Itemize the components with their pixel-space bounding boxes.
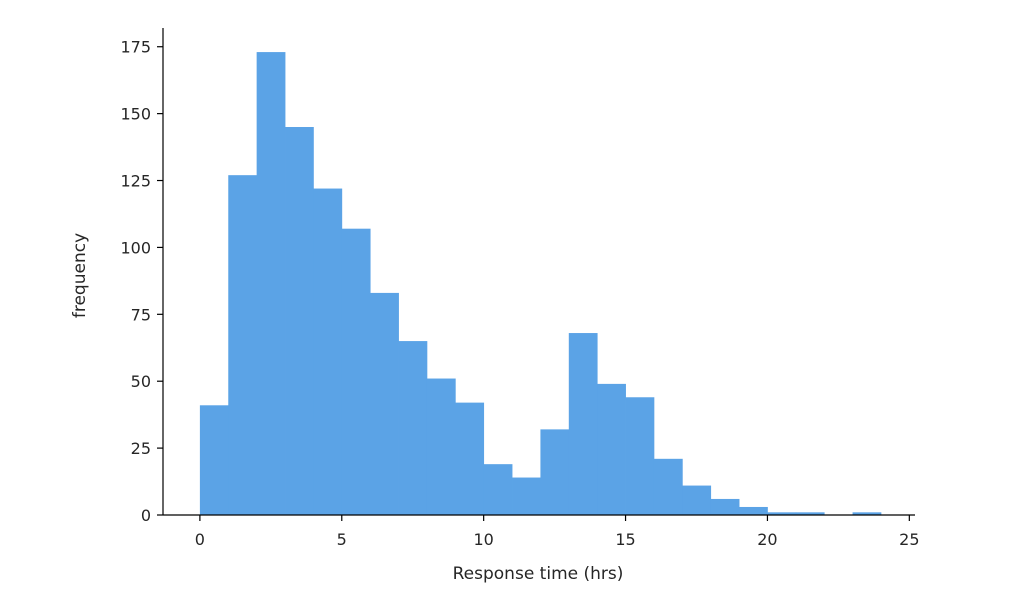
histogram-bar bbox=[710, 498, 740, 515]
histogram-bar bbox=[852, 512, 882, 515]
y-tick-label: 125 bbox=[120, 172, 151, 191]
bars-group bbox=[199, 52, 882, 516]
x-tick-label: 0 bbox=[195, 530, 205, 549]
histogram-bar bbox=[455, 402, 485, 515]
histogram-bar bbox=[199, 405, 229, 515]
histogram-bar bbox=[795, 512, 825, 515]
histogram-bar bbox=[568, 333, 598, 515]
x-tick-label: 15 bbox=[615, 530, 635, 549]
y-axis-title: frequency bbox=[70, 233, 90, 318]
x-tick-label: 5 bbox=[337, 530, 347, 549]
histogram-bar bbox=[285, 127, 314, 515]
histogram-bar bbox=[512, 477, 541, 515]
y-tick-label: 50 bbox=[131, 372, 151, 391]
histogram-bar bbox=[341, 228, 371, 515]
x-ticks-group: 0 5 10 15 20 25 bbox=[195, 515, 920, 549]
histogram-bar bbox=[370, 292, 399, 515]
y-tick-label: 75 bbox=[131, 305, 151, 324]
histogram-bar bbox=[426, 378, 456, 515]
y-ticks-group: 0 25 50 75 100 125 150 175 bbox=[120, 38, 163, 525]
histogram-bar bbox=[228, 175, 258, 515]
y-tick-label: 175 bbox=[120, 38, 151, 57]
histogram-bar bbox=[767, 512, 797, 515]
x-axis-title: Response time (hrs) bbox=[453, 564, 624, 584]
histogram-bar bbox=[398, 341, 428, 515]
y-tick-label: 25 bbox=[131, 439, 151, 458]
histogram-bar bbox=[653, 458, 683, 515]
x-tick-label: 25 bbox=[899, 530, 919, 549]
histogram-bar bbox=[256, 52, 286, 515]
y-tick-label: 0 bbox=[141, 506, 151, 525]
histogram-bar bbox=[540, 429, 570, 515]
histogram-bar bbox=[739, 506, 768, 515]
histogram-bar bbox=[483, 464, 513, 515]
y-tick-label: 150 bbox=[120, 105, 151, 124]
histogram-bar bbox=[682, 485, 712, 515]
x-tick-label: 10 bbox=[473, 530, 493, 549]
histogram-bar bbox=[313, 188, 343, 516]
y-tick-label: 100 bbox=[120, 238, 151, 257]
histogram-bar bbox=[625, 397, 655, 515]
x-tick-label: 20 bbox=[757, 530, 777, 549]
histogram-bar bbox=[597, 383, 626, 515]
